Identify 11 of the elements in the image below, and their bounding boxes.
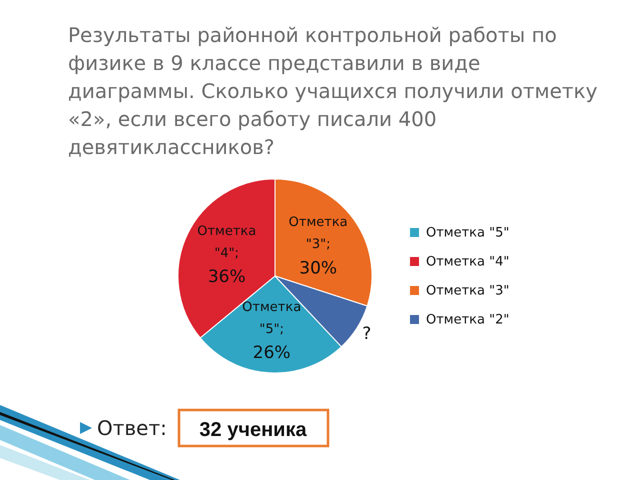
legend-label: Отметка "5" bbox=[426, 226, 510, 241]
legend-label: Отметка "3" bbox=[426, 284, 510, 299]
text: 32 ученика bbox=[199, 419, 308, 441]
data-label: ? bbox=[362, 324, 372, 344]
chart-title: Результаты районной контрольной работы по физике в 9 классе представили в виде диаграммы. Сколько учащихся получили отметку «2», если всего работу писали 400 девятиклассников? bbox=[68, 23, 598, 159]
data-label: Отметка "3"; 30% bbox=[288, 215, 348, 278]
data-label: Отметка "5"; 26% bbox=[242, 300, 302, 363]
legend-label: Отметка "2" bbox=[426, 312, 510, 328]
text: Ответ: bbox=[97, 416, 167, 440]
data-label: Отметка "4"; 36% bbox=[197, 224, 256, 287]
legend-label: Отметка "4" bbox=[426, 254, 510, 270]
